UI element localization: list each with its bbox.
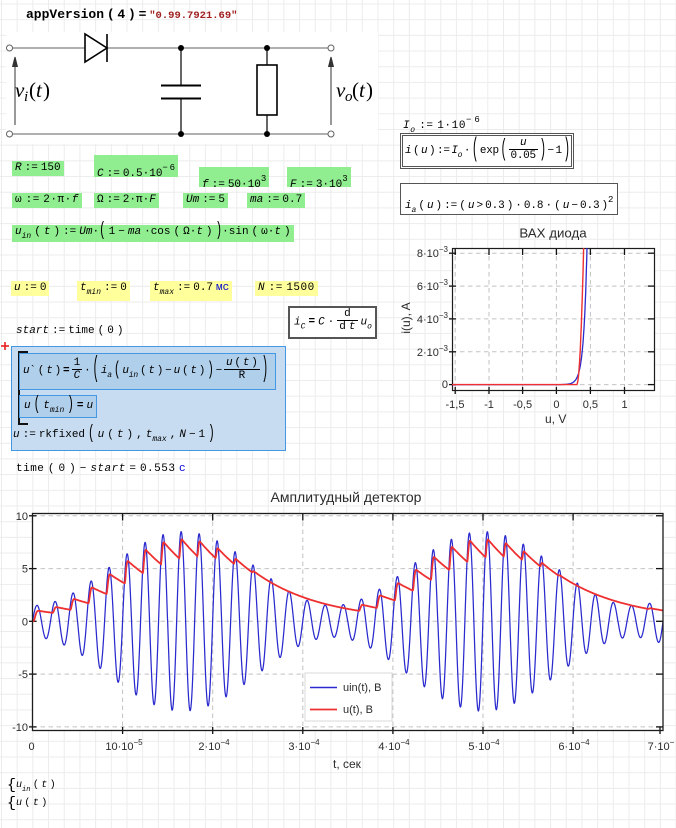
svg-text:t: t <box>36 78 43 102</box>
svg-text:-1: -1 <box>484 399 494 411</box>
svg-text:t: t <box>359 78 366 102</box>
svg-text:10: 10 <box>16 511 28 523</box>
svg-text:0: 0 <box>553 399 559 411</box>
svg-text:u, V: u, V <box>545 412 566 426</box>
svg-text:ВАХ диода: ВАХ диода <box>519 226 587 241</box>
svg-text:0,5: 0,5 <box>583 399 598 411</box>
svg-text:5: 5 <box>22 564 28 576</box>
svg-text:3·10−4: 3·10−4 <box>288 738 320 753</box>
svg-text:-1,5: -1,5 <box>446 399 465 411</box>
svg-text:0: 0 <box>442 379 448 391</box>
svg-text:7·10−: 7·10− <box>648 738 675 753</box>
svg-text:(: ( <box>352 78 359 102</box>
svg-text:0: 0 <box>22 616 28 628</box>
svg-text:8·10−3: 8·10−3 <box>417 245 449 260</box>
svg-text:4·10−3: 4·10−3 <box>417 311 449 326</box>
svg-text:i(u), A: i(u), A <box>399 302 413 333</box>
svg-text:u(t), B: u(t), B <box>343 704 373 716</box>
svg-text:5·10−4: 5·10−4 <box>468 738 500 753</box>
svg-text:1: 1 <box>621 399 627 411</box>
svg-text:uin(t), B: uin(t), B <box>343 682 382 694</box>
svg-text:4·10−4: 4·10−4 <box>378 738 410 753</box>
svg-text:-0,5: -0,5 <box>513 399 532 411</box>
svg-text:v: v <box>15 78 25 102</box>
svg-text:10·10−5: 10·10−5 <box>105 738 143 753</box>
svg-text:o: o <box>345 89 353 105</box>
svg-text:v: v <box>336 78 346 102</box>
svg-text:0: 0 <box>28 741 34 753</box>
svg-text:(: ( <box>29 78 36 102</box>
svg-text:-10: -10 <box>12 722 28 734</box>
svg-text:6·10−4: 6·10−4 <box>558 738 590 753</box>
svg-text:2·10−3: 2·10−3 <box>417 344 449 359</box>
svg-text:6·10−3: 6·10−3 <box>417 278 449 293</box>
svg-text:t, сек: t, сек <box>333 757 362 771</box>
svg-text:): ) <box>366 78 373 102</box>
svg-text:): ) <box>43 78 50 102</box>
svg-text:-5: -5 <box>18 669 28 681</box>
svg-text:i: i <box>24 89 28 105</box>
svg-text:2·10−4: 2·10−4 <box>198 738 230 753</box>
svg-text:Амплитудный детектор: Амплитудный детектор <box>271 489 422 505</box>
